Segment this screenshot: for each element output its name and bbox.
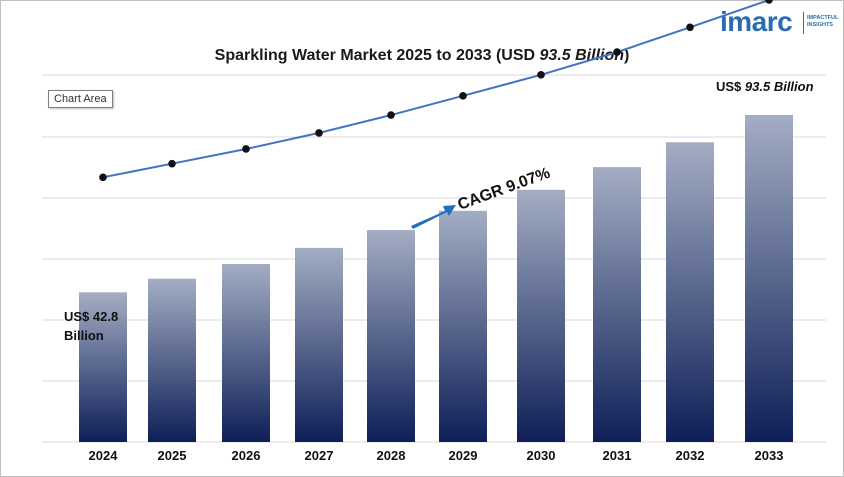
trend-point-2031 — [613, 48, 621, 56]
cagr-arrow-icon — [411, 205, 456, 229]
trend-point-2029 — [459, 92, 467, 100]
chart-title: Sparkling Water Market 2025 to 2033 (USD… — [0, 47, 844, 65]
trend-point-2030 — [537, 71, 545, 79]
bar-2033 — [745, 115, 793, 442]
x-tick-label: 2033 — [755, 448, 784, 463]
start-value-label-line2: Billion — [64, 328, 104, 343]
bar-2031 — [593, 167, 641, 442]
bar-2029 — [439, 210, 487, 442]
x-tick-label: 2029 — [449, 448, 478, 463]
trend-point-2032 — [686, 23, 694, 32]
logo-word: imarc — [720, 6, 793, 37]
title-prefix: Sparkling Water Market 2025 to 2033 (USD — [214, 47, 540, 64]
x-tick-label: 2031 — [603, 448, 632, 463]
bar-2032 — [666, 142, 714, 442]
end-value-prefix: US$ — [716, 79, 745, 94]
title-suffix: ) — [624, 47, 630, 64]
x-tick-label: 2032 — [676, 448, 705, 463]
trend-line — [102, 0, 770, 179]
x-tick-label: 2028 — [377, 448, 406, 463]
trend-point-2025 — [168, 159, 176, 168]
trend-point-2028 — [387, 111, 395, 119]
trend-point-2024 — [99, 173, 107, 182]
x-tick-label: 2024 — [89, 448, 119, 463]
logo-tagline: IMPACTFUL INSIGHTS — [807, 15, 839, 28]
chart-area-tooltip: Chart Area — [48, 90, 113, 108]
x-tick-label: 2027 — [305, 448, 334, 463]
logo-divider — [803, 12, 804, 34]
bar-2027 — [295, 247, 343, 442]
trend-point-2027 — [315, 129, 323, 137]
end-value-label: US$ 93.5 Billion — [716, 79, 814, 94]
end-value-amount: 93.5 Billion — [745, 79, 814, 94]
trend-point-2033 — [765, 0, 773, 4]
bar-2025 — [148, 278, 196, 442]
x-tick-label: 2030 — [527, 448, 556, 463]
bar-2024 — [79, 292, 127, 442]
trend-point-2026 — [242, 145, 250, 153]
x-tick-label: 2026 — [232, 448, 261, 463]
bar-2030 — [517, 189, 565, 442]
start-value-label-line1: US$ 42.8 — [64, 309, 118, 324]
x-tick-label: 2025 — [158, 448, 187, 463]
title-amount: 93.5 Billion — [539, 47, 624, 64]
bar-2028 — [367, 230, 415, 442]
bar-2026 — [222, 263, 270, 442]
